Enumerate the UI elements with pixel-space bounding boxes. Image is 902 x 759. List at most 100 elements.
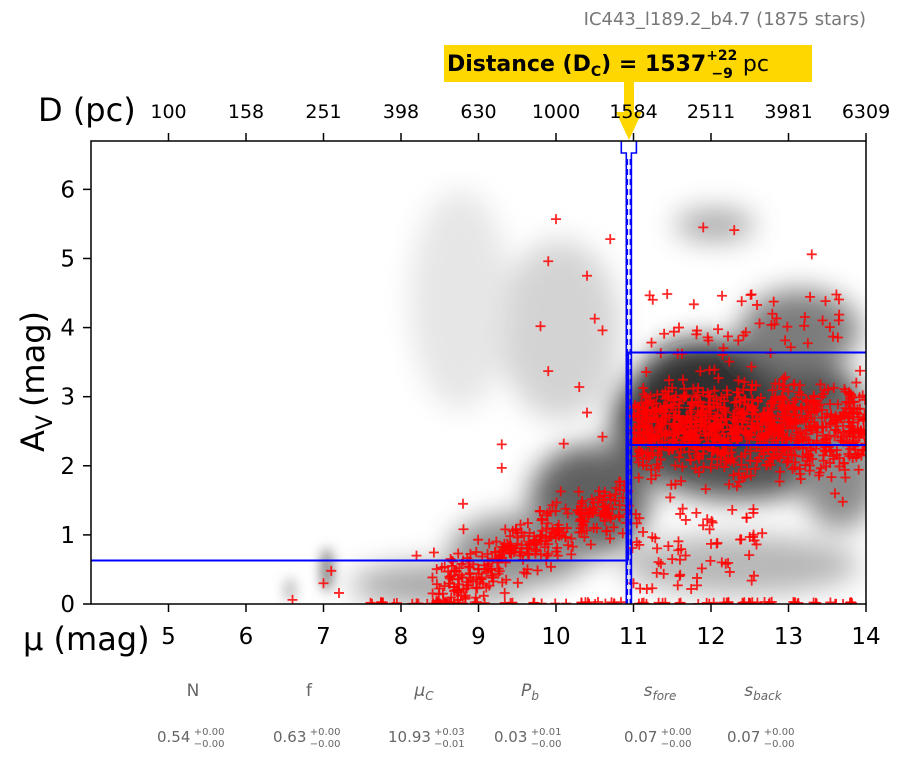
scatter-point xyxy=(803,406,814,417)
y-tick-label: 4 xyxy=(60,316,75,342)
scatter-point xyxy=(674,412,685,423)
param-value: 0.03 xyxy=(494,728,527,746)
scatter-point xyxy=(717,446,728,457)
scatter-point xyxy=(706,515,717,526)
scatter-point xyxy=(751,435,762,446)
scatter-point xyxy=(718,428,729,439)
callout-prefix-sub: C xyxy=(591,64,601,80)
scatter-point xyxy=(639,421,650,432)
scatter-point xyxy=(808,597,819,604)
scatter-point xyxy=(826,472,837,483)
scatter-point xyxy=(582,270,592,281)
scatter-point xyxy=(581,504,592,515)
scatter-point xyxy=(471,582,482,593)
param-name: sback xyxy=(744,681,782,703)
scatter-point xyxy=(702,514,713,525)
scatter-point xyxy=(706,453,717,464)
x-tick-label: 6 xyxy=(239,624,254,650)
scatter-point xyxy=(696,405,707,416)
scatter-point xyxy=(713,324,724,335)
scatter-point xyxy=(652,543,663,554)
scatter-point xyxy=(802,338,813,349)
scatter-point xyxy=(736,459,747,470)
scatter-point xyxy=(576,598,587,604)
scatter-point xyxy=(690,463,701,474)
param-value: 0.07 xyxy=(727,728,760,746)
scatter-point xyxy=(523,549,534,560)
scatter-point xyxy=(646,417,657,428)
scatter-point xyxy=(543,256,554,267)
scatter-point xyxy=(721,419,732,430)
scatter-point xyxy=(705,555,716,566)
scatter-point xyxy=(652,414,663,425)
scatter-point xyxy=(461,583,472,594)
scatter-point xyxy=(843,438,854,449)
scatter-point xyxy=(809,401,820,412)
param-err-minus: −0.01 xyxy=(434,739,465,750)
x-tick-label: 10 xyxy=(541,624,570,650)
param-err-plus: +0.00 xyxy=(194,727,225,738)
scatter-point xyxy=(558,438,569,449)
scatter-point xyxy=(733,375,744,386)
scatter-point xyxy=(797,451,808,462)
scatter-point xyxy=(685,455,696,466)
scatter-point xyxy=(740,394,751,405)
param-name: f xyxy=(306,681,313,701)
scatter-point xyxy=(726,424,737,435)
y-axis-label: AV (mag) xyxy=(14,311,58,452)
scatter-point xyxy=(691,580,702,591)
x-tick-label: 9 xyxy=(471,624,486,650)
scatter-point xyxy=(530,546,541,557)
scatter-point xyxy=(844,431,855,442)
scatter-point xyxy=(837,496,848,507)
scatter-point xyxy=(664,375,675,386)
scatter-point xyxy=(687,397,698,408)
scatter-point xyxy=(752,396,763,407)
scatter-point xyxy=(828,382,839,393)
scatter-point xyxy=(707,517,718,528)
scatter-point xyxy=(752,597,763,604)
scatter-point xyxy=(555,486,566,497)
chart-subtitle: IC443_l189.2_b4.7 (1875 stars) xyxy=(584,9,866,30)
scatter-point xyxy=(720,407,731,418)
scatter-point xyxy=(444,578,455,589)
scatter-point xyxy=(698,222,709,233)
param-name: N xyxy=(187,681,200,701)
scatter-point xyxy=(781,457,792,468)
scatter-point xyxy=(760,430,771,441)
scatter-point xyxy=(745,455,756,466)
scatter-point xyxy=(523,536,534,547)
param-err-plus: +0.00 xyxy=(661,727,692,738)
scatter-point xyxy=(782,423,793,434)
scatter-point xyxy=(326,565,337,576)
scatter-point xyxy=(668,421,679,432)
param-value: 0.07 xyxy=(624,728,657,746)
param-name-main: N xyxy=(187,681,200,701)
scatter-point xyxy=(677,503,688,514)
x-axis-label: μ (mag) xyxy=(23,620,150,658)
scatter-point xyxy=(780,372,791,383)
scatter-point xyxy=(679,441,690,452)
scatter-point xyxy=(499,588,510,599)
scatter-point xyxy=(774,476,785,487)
scatter-point xyxy=(681,390,692,401)
scatter-point xyxy=(825,418,836,429)
scatter-point xyxy=(582,407,592,418)
scatter-point xyxy=(484,538,495,549)
callout-text: Distance (DC) = 1537+22 −9 pc xyxy=(447,48,769,82)
scatter-point xyxy=(633,415,644,426)
scatter-point xyxy=(541,523,552,534)
top-tick-label: 1000 xyxy=(532,101,580,123)
scatter-point xyxy=(411,550,422,561)
scatter-point xyxy=(680,514,691,525)
x-tick-label: 5 xyxy=(161,624,176,650)
scatter-point xyxy=(653,462,664,473)
scatter-point xyxy=(536,515,547,526)
scatter-point xyxy=(614,500,625,511)
scatter-point xyxy=(729,225,740,236)
scatter-point xyxy=(659,412,670,423)
scatter-point xyxy=(591,523,602,534)
scatter-point xyxy=(483,561,494,572)
scatter-point xyxy=(719,462,730,473)
